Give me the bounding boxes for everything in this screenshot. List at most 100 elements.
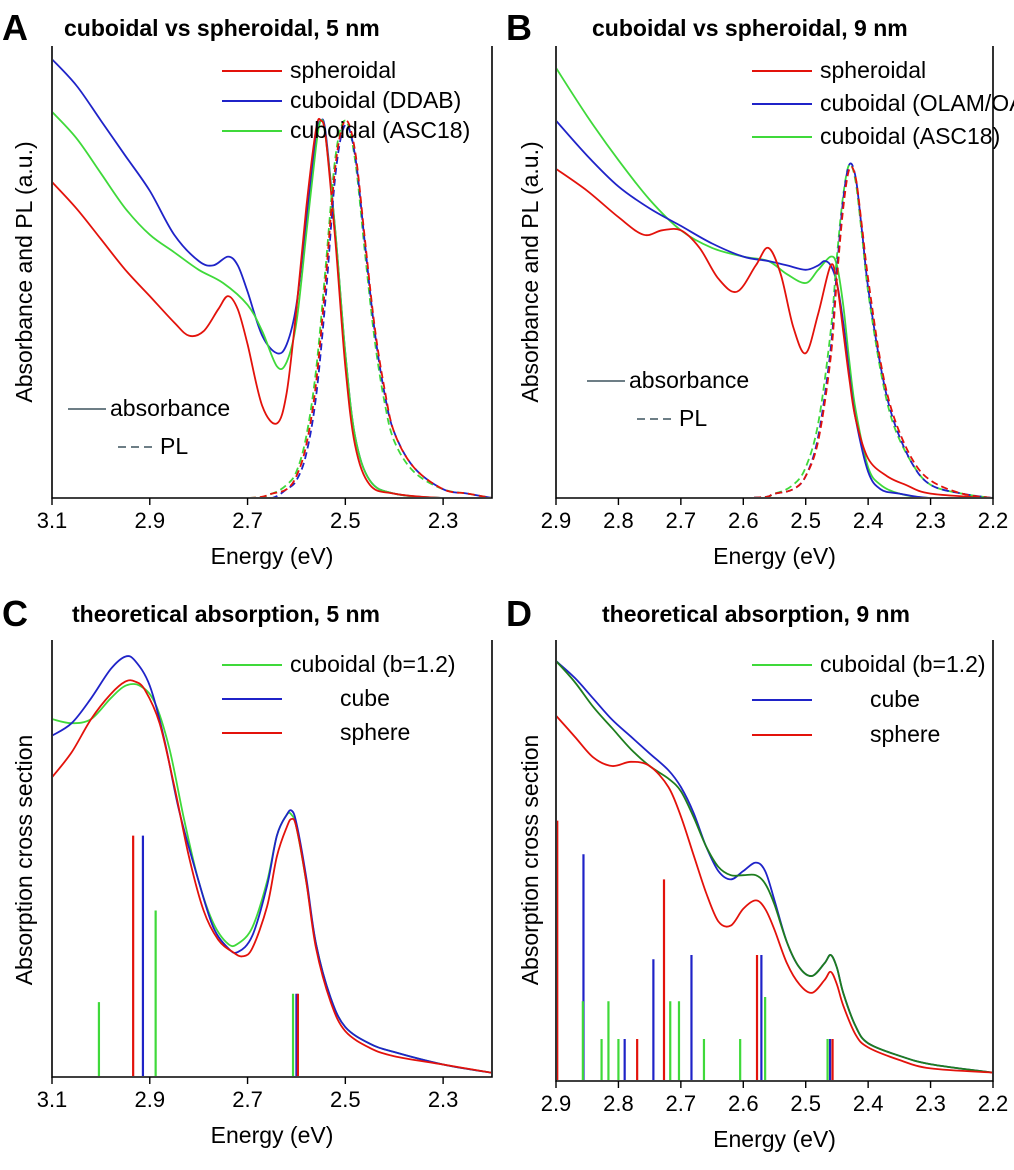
axis-frame	[51, 640, 493, 1078]
style-legend-label: absorbance	[629, 367, 749, 393]
series-line	[557, 168, 992, 497]
series-line	[53, 679, 491, 1074]
legend-label: cube	[870, 686, 920, 712]
series-line	[53, 655, 491, 1074]
x-tick-label: 2.8	[603, 508, 634, 533]
x-tick-label: 2.4	[853, 508, 884, 533]
legend-entry: spheroidal	[752, 57, 926, 83]
x-tick-label: 2.9	[134, 508, 165, 533]
chart-title: theoretical absorption, 5 nm	[72, 601, 380, 627]
y-axis-label: Absorption cross section	[11, 735, 37, 986]
legend-label: spheroidal	[290, 57, 396, 83]
legend-label: cuboidal (ASC18)	[290, 117, 470, 143]
x-tick-label: 3.1	[37, 508, 68, 533]
legend-label: cuboidal (DDAB)	[290, 87, 461, 113]
x-tick-label: 2.6	[728, 1091, 759, 1116]
x-tick-label: 2.9	[134, 1087, 165, 1112]
style-legend-label: PL	[679, 405, 707, 431]
chart-title: cuboidal vs spheroidal, 5 nm	[64, 15, 380, 41]
x-tick-label: 2.8	[603, 1091, 634, 1116]
x-tick-label: 2.4	[853, 1091, 884, 1116]
plot-area	[53, 655, 491, 1076]
x-tick-label: 2.5	[330, 1087, 361, 1112]
chart-title: cuboidal vs spheroidal, 9 nm	[592, 15, 908, 41]
x-tick-label: 2.3	[915, 508, 946, 533]
legend-entry: spheroidal	[222, 57, 396, 83]
axis-frame	[555, 46, 994, 499]
x-axis-label: Energy (eV)	[211, 1122, 334, 1148]
legend-label: cube	[340, 685, 390, 711]
x-tick-label: 2.5	[790, 508, 821, 533]
x-tick-label: 2.6	[728, 508, 759, 533]
style-legend-label: absorbance	[110, 395, 230, 421]
style-legend-entry: PL	[637, 405, 707, 431]
legend-label: sphere	[870, 721, 940, 747]
x-tick-label: 2.9	[541, 1091, 572, 1116]
legend-label: cuboidal (b=1.2)	[290, 651, 456, 677]
y-axis-label: Absorbance and PL (a.u.)	[517, 141, 543, 402]
x-tick-label: 3.1	[37, 1087, 68, 1112]
series-line	[557, 120, 929, 497]
axis-frame	[555, 640, 994, 1082]
legend-entry: sphere	[752, 721, 940, 747]
series-line	[53, 111, 441, 497]
x-tick-label: 2.7	[666, 508, 697, 533]
panel-letter: A	[2, 7, 28, 48]
x-tick-label: 2.3	[915, 1091, 946, 1116]
style-legend-entry: PL	[118, 433, 188, 459]
x-tick-label: 2.2	[978, 508, 1009, 533]
panel-letter: C	[2, 593, 28, 634]
legend-label: cuboidal (OLAM/OA)	[820, 90, 1014, 116]
series-line	[557, 715, 992, 1074]
legend-entry: cuboidal (b=1.2)	[752, 651, 986, 677]
x-tick-label: 2.7	[666, 1091, 697, 1116]
x-tick-label: 2.7	[232, 1087, 263, 1112]
axis-frame	[51, 46, 493, 499]
x-tick-label: 2.3	[428, 508, 459, 533]
series-line	[746, 165, 992, 497]
legend-entry: cuboidal (ASC18)	[752, 123, 1000, 149]
style-legend-entry: absorbance	[587, 367, 749, 393]
legend-entry: cube	[222, 685, 390, 711]
x-tick-label: 2.5	[330, 508, 361, 533]
series-line	[272, 123, 491, 497]
y-axis-label: Absorbance and PL (a.u.)	[11, 141, 37, 402]
plot-area	[557, 67, 992, 497]
legend-entry: cube	[752, 686, 920, 712]
series-line	[557, 660, 992, 1074]
series-line	[249, 119, 491, 497]
legend-entry: cuboidal (ASC18)	[222, 117, 470, 143]
series-line	[53, 117, 442, 497]
x-tick-label: 2.9	[541, 508, 572, 533]
x-axis-label: Energy (eV)	[211, 543, 334, 569]
legend-entry: sphere	[222, 719, 410, 745]
series-line	[557, 67, 929, 497]
x-axis-label: Energy (eV)	[713, 1126, 836, 1152]
plot-area	[53, 58, 491, 497]
legend-label: sphere	[340, 719, 410, 745]
legend-label: cuboidal (ASC18)	[820, 123, 1000, 149]
series-line	[746, 162, 992, 497]
legend-entry: cuboidal (b=1.2)	[222, 651, 456, 677]
series-line	[249, 119, 491, 497]
style-legend-label: PL	[160, 433, 188, 459]
style-legend-entry: absorbance	[68, 395, 230, 421]
legend-entry: cuboidal (OLAM/OA)	[752, 90, 1014, 116]
panel-letter: B	[506, 7, 532, 48]
x-axis-label: Energy (eV)	[713, 543, 836, 569]
x-tick-label: 2.7	[232, 508, 263, 533]
x-tick-label: 2.3	[428, 1087, 459, 1112]
series-line	[747, 163, 992, 497]
legend-entry: cuboidal (DDAB)	[222, 87, 461, 113]
x-tick-label: 2.5	[790, 1091, 821, 1116]
legend-label: cuboidal (b=1.2)	[820, 651, 986, 677]
panel-letter: D	[506, 593, 532, 634]
x-tick-label: 2.2	[978, 1091, 1009, 1116]
y-axis-label: Absorption cross section	[517, 735, 543, 986]
legend-label: spheroidal	[820, 57, 926, 83]
